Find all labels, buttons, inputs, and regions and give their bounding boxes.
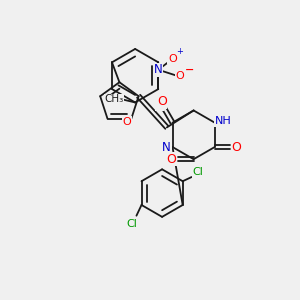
Text: O: O xyxy=(157,95,167,108)
Text: Cl: Cl xyxy=(193,167,204,177)
Text: Cl: Cl xyxy=(127,219,137,229)
Text: O: O xyxy=(231,140,241,154)
Text: CH₃: CH₃ xyxy=(104,94,123,104)
Text: H: H xyxy=(155,101,163,111)
Text: N: N xyxy=(154,63,163,76)
Text: −: − xyxy=(184,65,194,75)
Text: N: N xyxy=(162,140,171,154)
Text: O: O xyxy=(175,71,184,81)
Text: +: + xyxy=(176,47,183,56)
Text: NH: NH xyxy=(215,116,231,126)
Text: O: O xyxy=(122,117,131,127)
Text: O: O xyxy=(168,54,177,64)
Text: O: O xyxy=(167,153,177,166)
